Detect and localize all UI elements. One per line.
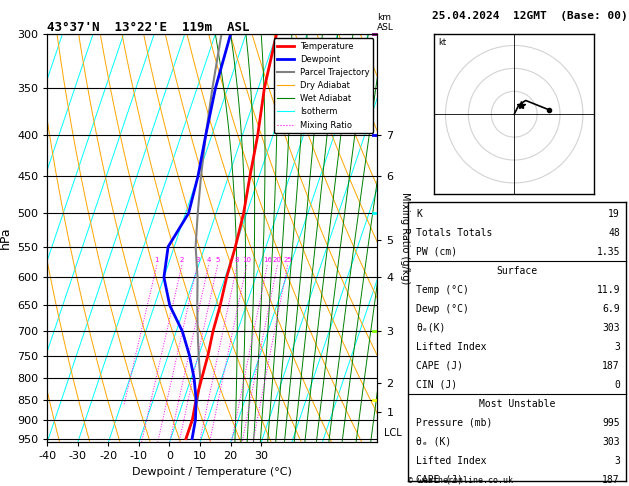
Legend: Temperature, Dewpoint, Parcel Trajectory, Dry Adiabat, Wet Adiabat, Isotherm, Mi: Temperature, Dewpoint, Parcel Trajectory… xyxy=(274,38,373,133)
Text: 303: 303 xyxy=(603,323,620,333)
Text: LCL: LCL xyxy=(384,428,402,438)
Text: 187: 187 xyxy=(603,475,620,485)
Text: K: K xyxy=(416,208,422,219)
Text: 20: 20 xyxy=(273,258,282,263)
Text: 3: 3 xyxy=(195,258,199,263)
Text: kt: kt xyxy=(438,38,447,48)
Text: km
ASL: km ASL xyxy=(377,13,394,32)
Text: θₑ (K): θₑ (K) xyxy=(416,437,452,447)
Text: Surface: Surface xyxy=(496,266,538,276)
Text: Totals Totals: Totals Totals xyxy=(416,227,493,238)
Text: © weatheronline.co.uk: © weatheronline.co.uk xyxy=(408,476,513,485)
Text: CAPE (J): CAPE (J) xyxy=(416,361,464,371)
Text: CIN (J): CIN (J) xyxy=(416,380,457,390)
Text: CAPE (J): CAPE (J) xyxy=(416,475,464,485)
Text: θₑ(K): θₑ(K) xyxy=(416,323,446,333)
Text: 25: 25 xyxy=(283,258,292,263)
Text: 303: 303 xyxy=(603,437,620,447)
Text: Most Unstable: Most Unstable xyxy=(479,399,555,409)
Text: 48: 48 xyxy=(608,227,620,238)
Text: 1: 1 xyxy=(155,258,159,263)
Text: 5: 5 xyxy=(215,258,220,263)
Text: Pressure (mb): Pressure (mb) xyxy=(416,417,493,428)
Text: PW (cm): PW (cm) xyxy=(416,247,457,257)
Text: 1.35: 1.35 xyxy=(596,247,620,257)
Text: 3: 3 xyxy=(614,456,620,466)
Y-axis label: hPa: hPa xyxy=(0,227,11,249)
Text: Lifted Index: Lifted Index xyxy=(416,456,487,466)
Text: 25.04.2024  12GMT  (Base: 00): 25.04.2024 12GMT (Base: 00) xyxy=(432,11,628,21)
Text: 16: 16 xyxy=(263,258,272,263)
Text: 995: 995 xyxy=(603,417,620,428)
Text: 0: 0 xyxy=(614,380,620,390)
Text: 6.9: 6.9 xyxy=(603,304,620,313)
Y-axis label: Mixing Ratio (g/kg): Mixing Ratio (g/kg) xyxy=(400,192,410,284)
Text: 10: 10 xyxy=(242,258,251,263)
Text: 19: 19 xyxy=(608,208,620,219)
Text: 4: 4 xyxy=(206,258,211,263)
X-axis label: Dewpoint / Temperature (°C): Dewpoint / Temperature (°C) xyxy=(132,467,292,477)
Text: Lifted Index: Lifted Index xyxy=(416,342,487,352)
Text: 2: 2 xyxy=(180,258,184,263)
Text: Temp (°C): Temp (°C) xyxy=(416,285,469,295)
Text: Dewp (°C): Dewp (°C) xyxy=(416,304,469,313)
Text: 3: 3 xyxy=(614,342,620,352)
Text: 11.9: 11.9 xyxy=(596,285,620,295)
Text: 8: 8 xyxy=(235,258,239,263)
Text: 43°37'N  13°22'E  119m  ASL: 43°37'N 13°22'E 119m ASL xyxy=(47,21,250,34)
Text: 187: 187 xyxy=(603,361,620,371)
